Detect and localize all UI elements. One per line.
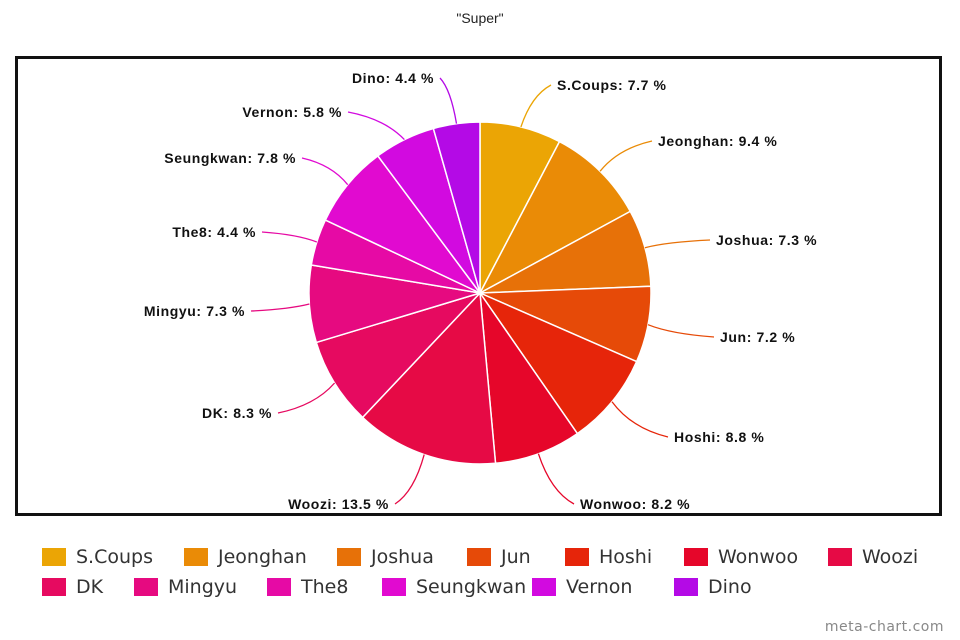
legend-item-the8: The8 [267,576,348,598]
leader-line-joshua [644,239,711,249]
legend-swatch [134,578,158,596]
slice-label-vernon: Vernon: 5.8 % [242,104,342,120]
legend-swatch [267,578,291,596]
leader-line-wonwoo [537,453,575,505]
legend-item-mingyu: Mingyu [134,576,237,598]
leader-line-mingyu [250,303,310,312]
leader-line-dino [439,77,458,124]
legend-swatch [565,548,589,566]
pie-slice-dino [432,121,481,294]
legend-swatch [337,548,361,566]
legend-swatch [42,548,66,566]
legend-swatch [382,578,406,596]
leader-line-the8 [261,231,318,243]
legend-swatch [684,548,708,566]
pie-slice-hoshi [477,291,638,435]
legend-item-wonwoo: Wonwoo [684,546,798,568]
slice-label-dino: Dino: 4.4 % [352,70,434,86]
pie-slice-jeonghan [478,140,632,295]
leader-line-s-coups [520,84,552,128]
slice-label-wonwoo: Wonwoo: 8.2 % [580,496,690,512]
pie-slice-wonwoo [478,290,579,465]
legend-item-jun: Jun [467,546,531,568]
legend-label: Vernon [566,576,633,598]
slice-label-woozi: Woozi: 13.5 % [288,496,389,512]
slice-label-mingyu: Mingyu: 7.3 % [144,303,245,319]
legend-item-hoshi: Hoshi [565,546,652,568]
legend-swatch [42,578,66,596]
legend-item-vernon: Vernon [532,576,632,598]
leader-line-jun [647,324,715,338]
leader-line-hoshi [611,401,669,438]
legend-swatch [828,548,852,566]
leader-line-woozi [394,454,425,505]
legend-item-woozi: Woozi [828,546,918,568]
slice-label-the8: The8: 4.4 % [172,224,256,240]
slice-label-dk: DK: 8.3 % [202,405,272,421]
legend-item-joshua: Joshua [337,546,434,568]
legend-item-dino: Dino [674,576,752,598]
pie-slice-dk [315,291,483,419]
legend-swatch [467,548,491,566]
legend-label: Joshua [371,546,434,568]
legend-swatch [532,578,556,596]
legend-label: Hoshi [599,546,653,568]
watermark: meta-chart.com [824,619,944,635]
plot-frame [15,56,942,516]
slice-label-seungkwan: Seungkwan: 7.8 % [164,150,296,166]
leader-line-vernon [347,111,405,141]
slice-label-jun: Jun: 7.2 % [720,329,795,345]
legend-label: The8 [301,576,349,598]
legend-label: Wonwoo [718,546,799,568]
legend-label: S.Coups [76,546,153,568]
legend-label: Dino [708,576,752,598]
legend-label: DK [76,576,104,598]
chart-title: "Super" [456,10,504,26]
leader-line-jeonghan [599,140,653,172]
legend-item-seungkwan: Seungkwan [382,576,526,598]
slice-label-hoshi: Hoshi: 8.8 % [674,429,764,445]
legend-label: Seungkwan [416,576,527,598]
slice-label-jeonghan: Jeonghan: 9.4 % [658,133,777,149]
legend-label: Woozi [862,546,919,568]
legend-item-s-coups: S.Coups [42,546,153,568]
legend-swatch [674,578,698,596]
legend-swatch [184,548,208,566]
leader-line-seungkwan [301,157,349,186]
legend-label: Jun [501,546,531,568]
leader-line-dk [277,382,336,414]
slice-label-s-coups: S.Coups: 7.7 % [557,77,667,93]
legend-label: Jeonghan [218,546,307,568]
legend-item-jeonghan: Jeonghan [184,546,307,568]
legend-label: Mingyu [168,576,238,598]
legend-item-dk: DK [42,576,103,598]
slice-label-joshua: Joshua: 7.3 % [716,232,817,248]
